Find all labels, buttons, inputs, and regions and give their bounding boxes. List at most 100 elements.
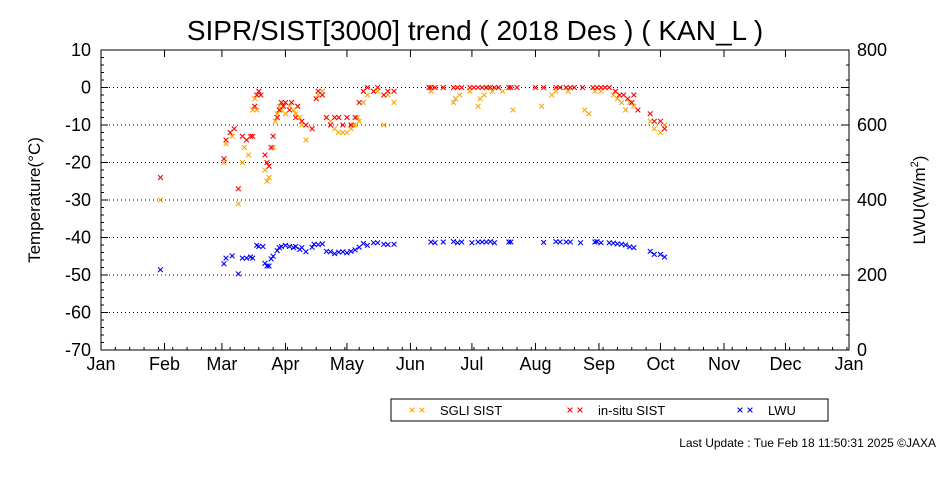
data-point (585, 110, 592, 117)
legend-marker (747, 407, 753, 413)
data-point (540, 239, 547, 246)
data-point (239, 159, 246, 166)
x-tick-label: Feb (149, 354, 180, 374)
data-point (469, 239, 475, 246)
data-point (264, 263, 270, 269)
data-point (260, 243, 266, 250)
data-point (598, 84, 604, 91)
data-point (450, 84, 457, 91)
data-point (432, 239, 438, 246)
y2-tick-label: 200 (857, 265, 887, 285)
data-point (253, 92, 260, 98)
data-point (428, 239, 434, 245)
data-point (264, 159, 270, 166)
data-point (157, 197, 164, 203)
data-point (510, 107, 516, 113)
data-point (249, 107, 256, 113)
data-point (235, 185, 242, 192)
legend-marker (737, 407, 743, 413)
data-point (440, 84, 447, 91)
data-point (628, 99, 635, 106)
data-point (661, 125, 668, 132)
data-point (610, 240, 617, 246)
data-point (426, 84, 432, 91)
x-tick-label: Dec (769, 354, 801, 374)
data-point (606, 84, 613, 91)
x-tick-label: Jan (86, 354, 115, 374)
axes: 100-10-20-30-40-50-60-708006004002000Jan… (65, 40, 887, 374)
data-point (364, 242, 371, 249)
y-tick-label: -10 (65, 115, 91, 135)
data-point (450, 99, 457, 106)
data-point (391, 99, 397, 106)
data-point (374, 84, 381, 91)
data-point (360, 240, 367, 247)
y-tick-label: -50 (65, 265, 91, 285)
x-tick-label: Mar (206, 354, 237, 374)
data-point (256, 88, 262, 95)
data-point (454, 84, 461, 91)
data-point (270, 144, 276, 151)
data-point (221, 155, 227, 162)
data-point (249, 133, 256, 140)
data-point (540, 84, 547, 91)
data-point (563, 239, 569, 245)
data-point (475, 84, 481, 91)
data-point (479, 239, 485, 245)
data-point (288, 99, 295, 106)
legend-label: in-situ SIST (598, 403, 665, 418)
data-point (274, 114, 281, 121)
y2-tick-label: 0 (857, 340, 867, 360)
data-point (245, 152, 252, 158)
data-point (385, 88, 391, 95)
data-point (508, 239, 514, 245)
data-point (458, 239, 465, 245)
data-point (352, 114, 358, 121)
data-point (594, 238, 600, 245)
data-point (567, 239, 574, 245)
data-point (221, 260, 227, 267)
data-point (223, 137, 229, 143)
data-point (594, 84, 600, 91)
data-point (506, 239, 512, 245)
data-point (622, 107, 629, 113)
series-lwu (157, 238, 668, 277)
x-tick-label: Nov (708, 354, 740, 374)
data-point (292, 243, 299, 250)
data-point (491, 239, 498, 246)
x-tick-label: Jul (460, 354, 483, 374)
legend-label: SGLI SIST (440, 403, 502, 418)
data-point (391, 241, 397, 248)
y-tick-label: -40 (65, 228, 91, 248)
data-point (223, 255, 229, 261)
data-point (360, 99, 367, 106)
data-point (286, 243, 293, 250)
data-point (592, 88, 598, 95)
data-point (483, 84, 490, 91)
data-point (491, 84, 498, 91)
data-point (458, 84, 465, 91)
chart-title: SIPR/SIST[3000] trend ( 2018 Des ) ( KAN… (187, 15, 763, 46)
data-point (262, 152, 268, 158)
data-point (356, 99, 363, 106)
series-sgli-sist (157, 84, 668, 207)
y2-axis-label-sup: 2 (909, 161, 921, 167)
y2-axis-label-close: ) (910, 156, 929, 162)
data-point (506, 84, 512, 91)
data-point (266, 174, 272, 181)
legend-marker (409, 407, 415, 413)
data-point (270, 253, 276, 260)
data-point (475, 239, 481, 245)
data-point (647, 248, 654, 255)
data-point (471, 84, 477, 91)
legend: SGLI SIST in-situ SIST LWU (390, 398, 829, 422)
data-point (327, 122, 334, 128)
series-in-situ-sist (157, 84, 668, 192)
data-point (538, 103, 545, 110)
data-point (635, 107, 641, 113)
data-point (374, 239, 381, 246)
y-tick-label: 10 (71, 40, 91, 60)
y-tick-label: 0 (81, 78, 91, 98)
data-point (294, 103, 301, 110)
data-point (631, 244, 637, 251)
